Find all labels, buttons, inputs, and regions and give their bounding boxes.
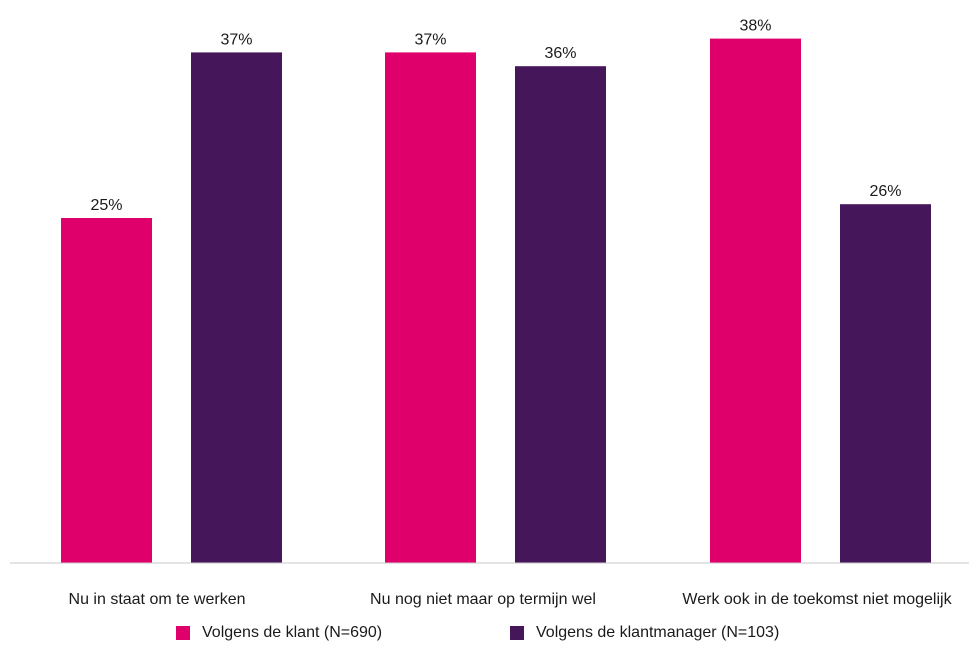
legend-label-klant: Volgens de klant (N=690): [202, 624, 383, 641]
bar-series1-cat1: [515, 66, 606, 563]
category-label-1: Nu nog niet maar op termijn wel: [370, 591, 596, 608]
value-label-series1-cat2: 26%: [869, 183, 901, 200]
legend-item-klant: Volgens de klant (N=690): [176, 618, 382, 648]
legend-item-klantmanager: Volgens de klantmanager (N=103): [510, 618, 779, 648]
value-label-series1-cat1: 36%: [544, 45, 576, 62]
bar-series1-cat0: [191, 52, 282, 564]
value-label-series0-cat0: 25%: [90, 197, 122, 214]
category-labels-group: Nu in staat om te werken Nu nog niet maar…: [69, 591, 953, 608]
bar-series0-cat1: [385, 52, 476, 564]
legend-swatch-klantmanager: [510, 626, 524, 640]
value-labels-group: 25% 37% 38% 37% 36% 26%: [90, 18, 901, 214]
legend: Volgens de klant (N=690) Volgens de klan…: [0, 618, 979, 648]
legend-swatch-klant: [176, 626, 190, 640]
value-label-series1-cat0: 37%: [220, 31, 252, 48]
bars-group: [61, 38, 931, 564]
legend-label-klantmanager: Volgens de klantmanager (N=103): [536, 624, 780, 641]
bar-series0-cat2: [710, 38, 801, 564]
value-label-series0-cat2: 38%: [739, 18, 771, 35]
category-label-2: Werk ook in de toekomst niet mogelijk: [682, 591, 952, 608]
category-label-0: Nu in staat om te werken: [69, 591, 246, 608]
bar-series0-cat0: [61, 218, 152, 563]
value-label-series0-cat1: 37%: [414, 31, 446, 48]
bar-series1-cat2: [840, 204, 931, 563]
bar-chart: 25% 37% 38% 37% 36% 26% Nu in staat om te wer…: [10, 18, 969, 608]
